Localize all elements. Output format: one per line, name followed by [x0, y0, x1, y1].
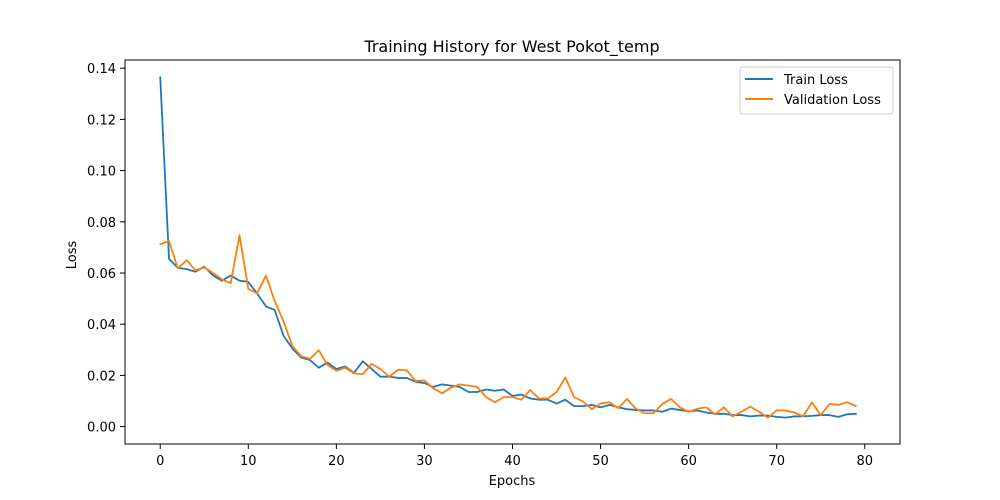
y-axis-label: Loss — [65, 241, 80, 270]
series-line-train-loss — [159, 76, 857, 419]
x-tick-label: 30 — [416, 454, 433, 469]
y-tick-label: 0.06 — [87, 267, 116, 282]
legend-label-validation-loss: Validation Loss — [784, 93, 881, 108]
x-tick-label: 70 — [768, 454, 785, 469]
x-tick-label: 50 — [592, 454, 609, 469]
legend: Train Loss Validation Loss — [739, 66, 894, 115]
y-tick-label: 0.10 — [87, 165, 116, 180]
y-tick-label: 0.04 — [87, 318, 116, 333]
x-axis-ticks: 0 10 20 30 40 50 60 70 80 — [156, 444, 873, 469]
y-tick-label: 0.12 — [87, 113, 116, 128]
chart-title: Training History for West Pokot_temp — [363, 37, 659, 57]
legend-box — [739, 66, 894, 115]
y-axis-ticks: 0.00 0.02 0.04 0.06 0.08 0.10 0.12 0.14 — [87, 62, 125, 436]
x-tick-label: 80 — [856, 454, 873, 469]
y-tick-label: 0.08 — [87, 216, 116, 231]
y-tick-label: 0.02 — [87, 369, 116, 384]
x-tick-label: 20 — [328, 454, 345, 469]
plot-area — [159, 76, 857, 419]
y-tick-label: 0.00 — [87, 421, 116, 436]
series-line-validation-loss — [159, 234, 857, 419]
x-tick-label: 60 — [680, 454, 697, 469]
plot-frame — [124, 59, 901, 445]
y-tick-label: 0.14 — [87, 62, 116, 77]
x-tick-label: 40 — [504, 454, 521, 469]
x-axis-label: Epochs — [489, 474, 536, 489]
legend-label-train-loss: Train Loss — [783, 73, 848, 88]
x-tick-label: 0 — [156, 454, 164, 469]
x-tick-label: 10 — [240, 454, 257, 469]
